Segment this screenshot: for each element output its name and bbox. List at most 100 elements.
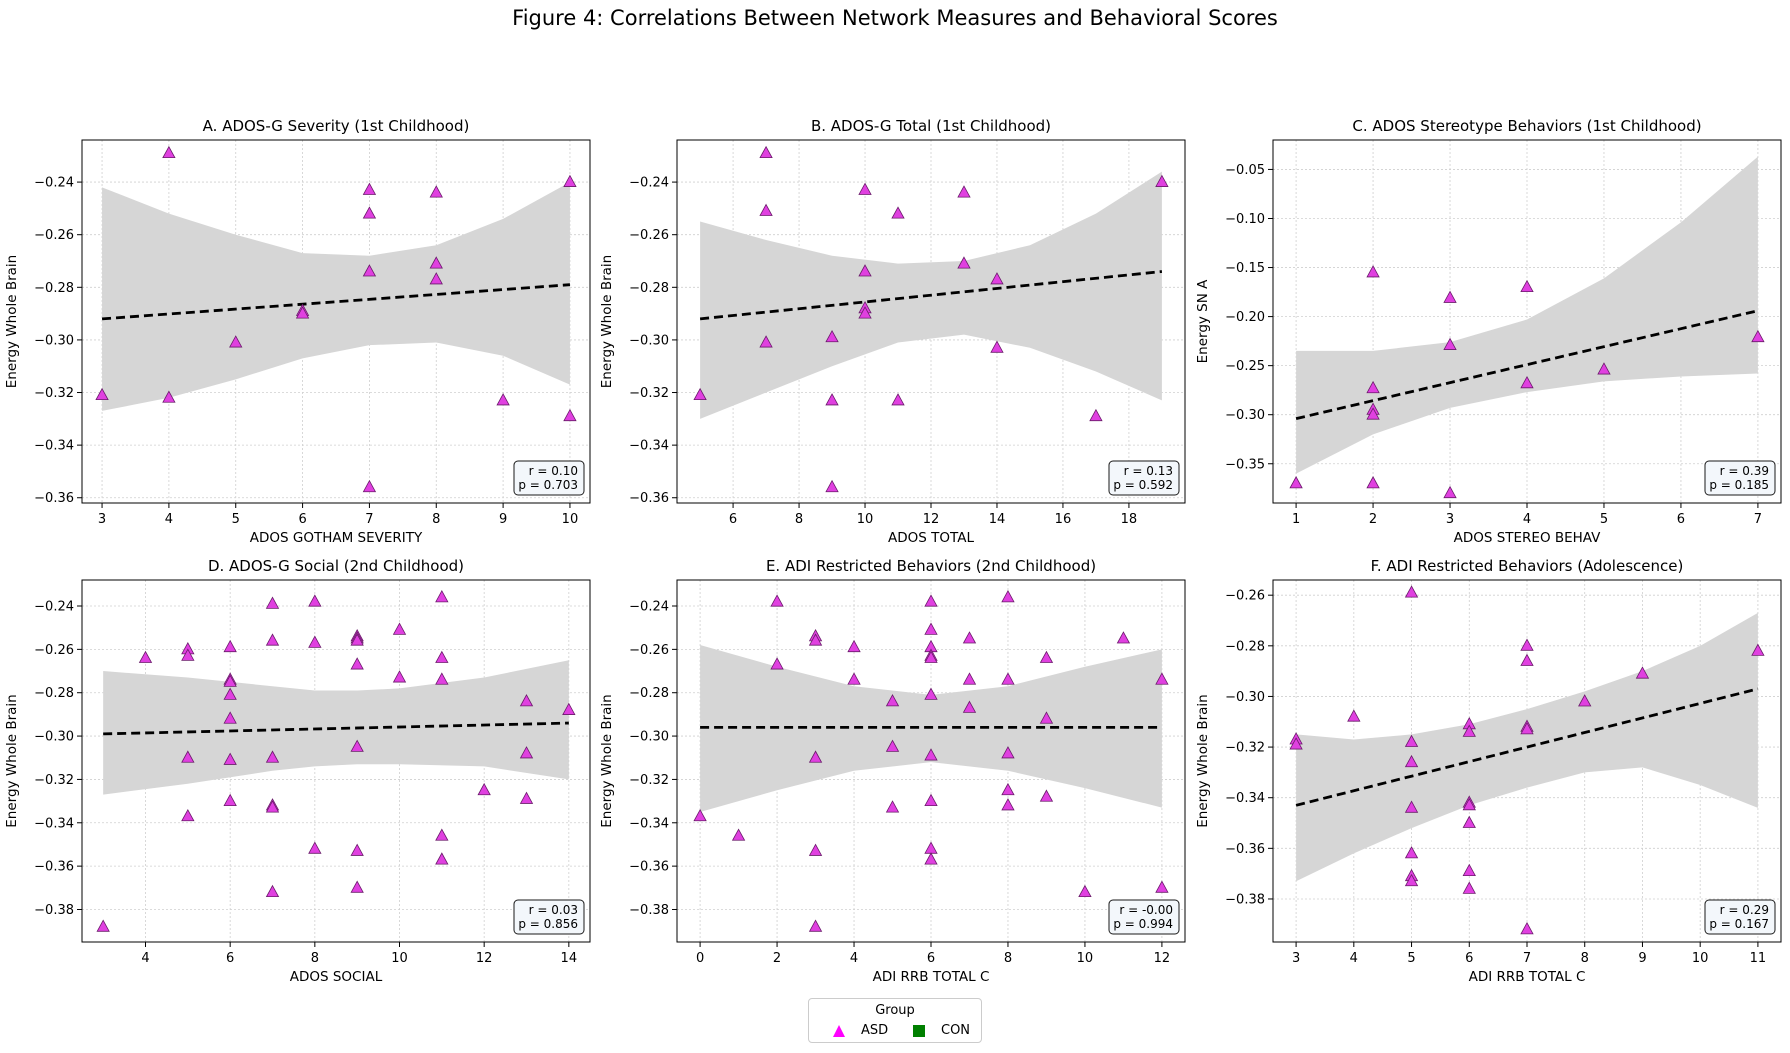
x-tick-label: 7 — [365, 512, 373, 527]
data-point — [162, 390, 176, 403]
data-point — [1443, 290, 1457, 303]
x-tick-label: 5 — [1600, 512, 1608, 527]
x-tick-label: 3 — [98, 512, 106, 527]
data-point — [891, 393, 905, 406]
data-point — [435, 650, 449, 663]
x-axis-label: ADOS SOCIAL — [290, 969, 383, 985]
data-point — [265, 596, 280, 609]
stats-p: p = 0.994 — [1113, 917, 1173, 931]
y-tick-label: −0.34 — [34, 816, 74, 831]
y-tick-label: −0.38 — [1225, 892, 1265, 907]
data-point — [1155, 880, 1169, 893]
data-point — [924, 650, 938, 663]
x-tick-label: 4 — [1350, 951, 1358, 966]
y-tick-label: −0.25 — [1225, 359, 1265, 374]
data-point — [308, 635, 322, 648]
data-point — [223, 687, 237, 700]
x-axis-label: ADOS TOTAL — [888, 530, 974, 546]
confidence-band — [1296, 156, 1758, 474]
y-tick-label: −0.34 — [629, 439, 669, 454]
data-point — [223, 752, 237, 765]
x-tick-label: 9 — [1638, 951, 1646, 966]
stats-r: r = 0.29 — [1720, 903, 1769, 917]
y-tick-label: −0.36 — [1225, 842, 1265, 857]
y-tick-label: −0.24 — [34, 600, 74, 615]
x-tick-label: 4 — [165, 512, 173, 527]
axes-frame — [81, 579, 591, 943]
y-tick-label: −0.32 — [34, 386, 74, 401]
data-point — [1039, 650, 1054, 663]
y-tick-label: −0.28 — [34, 281, 74, 296]
x-tick-label: 10 — [1692, 951, 1709, 966]
x-tick-label: 5 — [232, 512, 240, 527]
x-axis-label: ADOS STEREO BEHAV — [1454, 530, 1602, 546]
data-point — [1289, 737, 1303, 750]
data-point — [96, 919, 110, 932]
figure-title: Figure 4: Correlations Between Network M… — [512, 6, 1278, 30]
y-axis-label: Energy SN A — [1195, 279, 1211, 364]
data-point — [1347, 709, 1361, 722]
data-point — [924, 748, 938, 761]
data-point — [350, 633, 364, 646]
data-point — [1404, 873, 1419, 887]
data-point — [435, 828, 449, 841]
data-point — [770, 594, 784, 607]
data-point — [1462, 797, 1476, 811]
y-tick-label: −0.34 — [1225, 791, 1265, 806]
data-point — [825, 479, 839, 493]
x-tick-label: 10 — [391, 951, 408, 966]
x-tick-label: 18 — [1121, 512, 1138, 527]
x-tick-label: 11 — [1750, 951, 1767, 966]
data-point — [962, 672, 977, 685]
data-point — [95, 387, 109, 401]
data-point — [1289, 476, 1303, 489]
x-axis-label: ADI RRB TOTAL C — [1469, 969, 1586, 985]
y-tick-label: −0.26 — [34, 228, 74, 243]
data-point — [477, 782, 491, 796]
x-tick-label: 9 — [499, 512, 507, 527]
data-point — [1751, 329, 1765, 343]
y-tick-label: −0.32 — [629, 773, 669, 788]
x-tick-label: 10 — [857, 512, 874, 527]
data-point — [1089, 408, 1103, 422]
data-point — [392, 670, 407, 683]
y-tick-label: −0.24 — [629, 600, 669, 615]
data-point — [362, 182, 377, 195]
data-point — [265, 800, 280, 813]
subplot-a: 3 4 5 6 7 8 9 10 −0.36 −0.34 −0.32 −0.30 −0.28 −0.26 −… — [4, 117, 591, 546]
data-point — [295, 306, 310, 319]
subplot-title: B. ADOS-G Total (1st Childhood) — [811, 117, 1051, 135]
data-point — [223, 674, 237, 687]
data-point — [1404, 800, 1419, 813]
data-point — [429, 185, 443, 198]
x-tick-label: 0 — [696, 951, 704, 966]
data-point — [429, 272, 443, 285]
data-point — [1520, 653, 1534, 666]
stats-p: p = 0.703 — [518, 478, 578, 492]
data-point — [1578, 694, 1592, 707]
data-point — [350, 880, 364, 893]
subplot-title: E. ADI Restricted Behaviors (2nd Childho… — [766, 557, 1096, 575]
data-point — [693, 808, 707, 822]
y-axis-label: Energy Whole Brain — [1195, 694, 1211, 827]
subplot-c: 1 2 3 4 5 6 7 −0.35 −0.30 −0.25 −0.20 −0.15 −0.10 −0.… — [1195, 117, 1782, 546]
stats-p: p = 0.592 — [1113, 478, 1173, 492]
data-point — [563, 408, 577, 422]
data-point — [1443, 337, 1457, 350]
regression-line — [101, 283, 571, 321]
y-tick-label: −0.36 — [629, 860, 669, 875]
data-point — [1462, 881, 1476, 894]
data-point — [957, 256, 971, 269]
y-tick-label: −0.38 — [34, 903, 74, 918]
data-point — [924, 841, 938, 854]
data-point — [808, 919, 823, 932]
y-tick-label: −0.28 — [34, 686, 74, 701]
data-point — [885, 694, 900, 707]
data-point — [990, 340, 1004, 353]
subplot-title: C. ADOS Stereotype Behaviors (1st Childh… — [1352, 117, 1701, 135]
data-point — [392, 622, 407, 635]
x-tick-label: 6 — [927, 951, 935, 966]
data-point — [962, 631, 977, 644]
data-point — [1404, 754, 1419, 768]
data-point — [563, 174, 577, 187]
